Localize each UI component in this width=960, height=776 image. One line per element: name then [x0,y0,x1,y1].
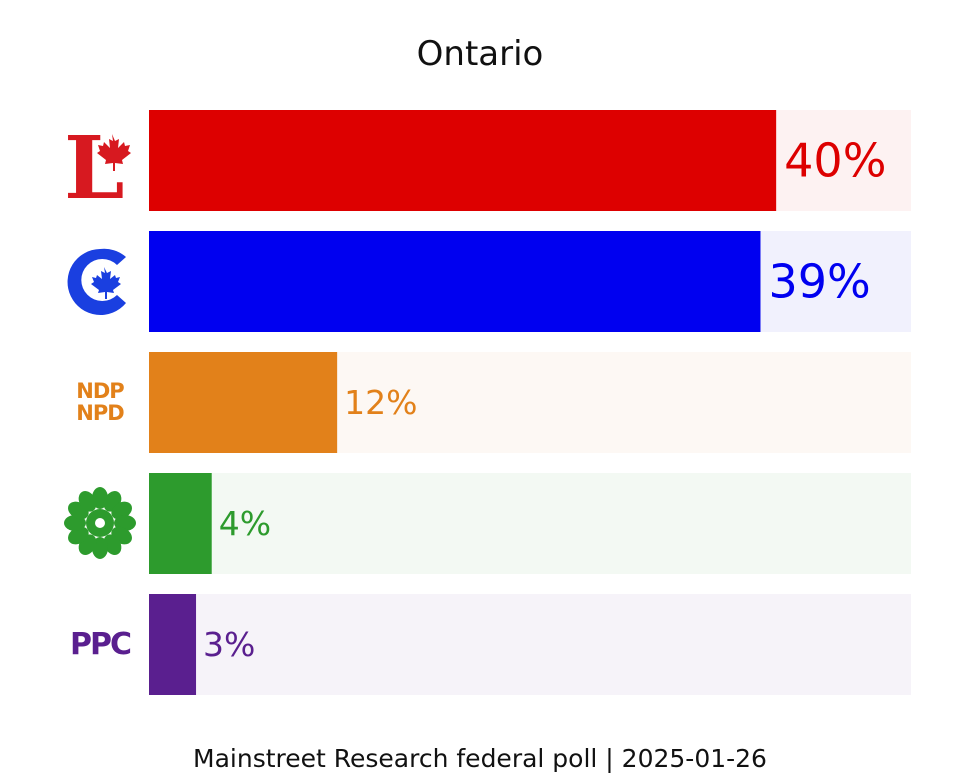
value-label-green: 4% [219,504,271,543]
bar-track [149,594,911,695]
ndp-logo-line2: NPD [76,401,124,425]
bar-green [149,473,212,574]
bar-conservative [149,231,761,332]
green-logo-icon [58,473,142,573]
conservative-logo-icon [58,232,142,332]
liberal-logo-icon: L [58,111,142,211]
chart-title: Ontario [416,34,544,74]
maple-leaf-shape [97,134,131,171]
bar-track [149,473,911,574]
value-label-ndp: 12% [344,383,417,422]
value-label-liberal: 40% [784,134,886,188]
bar-liberal [149,110,777,211]
footer-source: Mainstreet Research federal poll | 2025-… [193,744,767,773]
ppc-logo-icon: PPC [58,594,142,694]
value-label-conservative: 39% [768,255,870,309]
ndp-logo-line1: NDP [76,379,124,403]
value-label-ppc: 3% [203,625,255,664]
bar-ppc [149,594,197,695]
ndp-logo-icon: NDP NPD [58,352,142,452]
bar-ndp [149,352,338,453]
ppc-logo-text: PPC [70,626,132,662]
